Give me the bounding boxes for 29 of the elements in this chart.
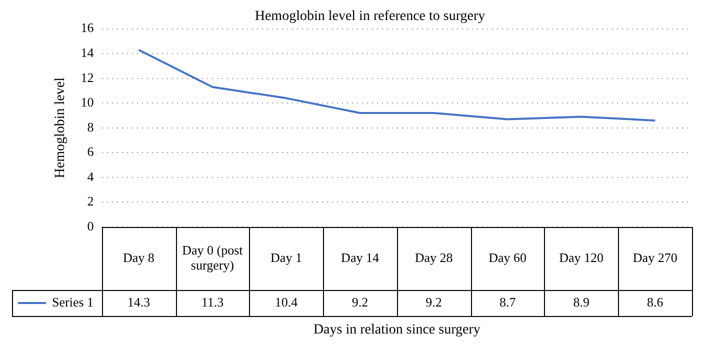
y-tick-label: 14 xyxy=(80,44,94,60)
x-tick-label: Day 120 xyxy=(559,250,604,265)
legend-label: Series 1 xyxy=(52,294,94,310)
y-tick-label: 10 xyxy=(80,94,94,110)
data-label: 11.3 xyxy=(201,294,224,310)
data-label: 8.6 xyxy=(646,294,664,310)
chart-title: Hemoglobin level in reference to surgery xyxy=(254,9,486,24)
x-tick-label: Day 60 xyxy=(488,250,527,265)
y-tick-label: 12 xyxy=(80,70,94,85)
data-label: 10.4 xyxy=(274,294,298,310)
y-tick-label: 4 xyxy=(87,168,94,184)
data-label: 8.7 xyxy=(499,294,516,310)
x-tick-label: Day 28 xyxy=(414,250,453,265)
y-axis-title: Hemoglobin level xyxy=(53,77,68,178)
x-tick-label: Day 1 xyxy=(270,250,302,265)
y-tick-label: 8 xyxy=(87,119,94,134)
data-label: 8.9 xyxy=(573,294,590,310)
y-tick-label: 2 xyxy=(87,194,94,209)
x-axis-title: Days in relation since surgery xyxy=(313,322,480,338)
data-label: 9.2 xyxy=(426,294,442,310)
y-tick-label: 6 xyxy=(87,144,94,160)
data-label: 14.3 xyxy=(127,294,150,310)
x-tick-label: Day 0 (post surgery) xyxy=(182,242,244,272)
x-tick-label: Day 270 xyxy=(632,250,678,265)
x-tick-label: Day 14 xyxy=(341,250,380,265)
y-tick-label: 0 xyxy=(87,218,94,234)
y-tick-label: 16 xyxy=(80,20,94,36)
data-label: 9.2 xyxy=(352,294,368,310)
x-tick-label: Day 8 xyxy=(122,250,154,265)
